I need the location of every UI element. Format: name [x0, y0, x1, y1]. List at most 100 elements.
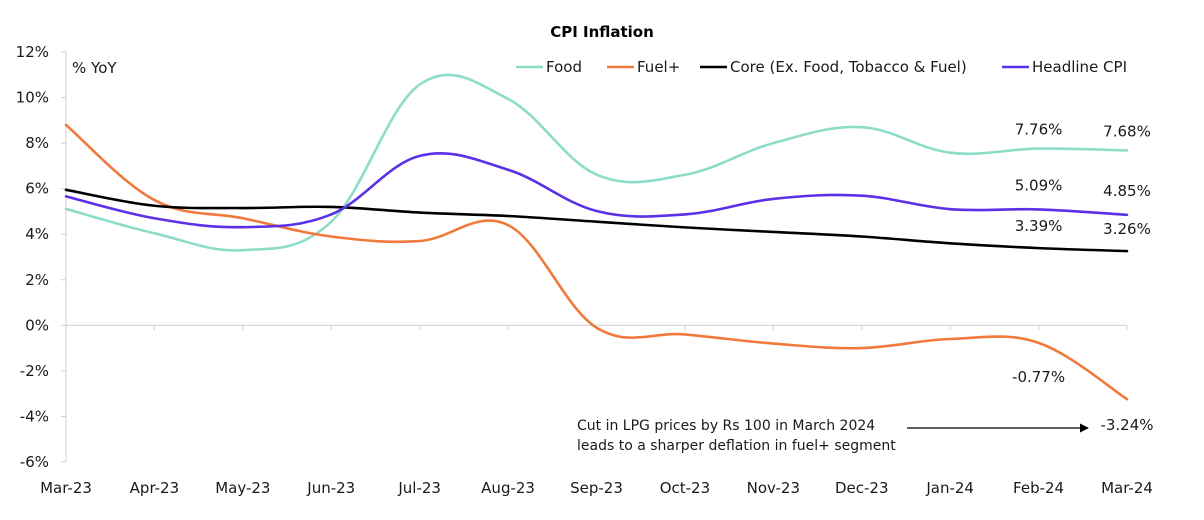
- legend-label-food: Food: [546, 58, 582, 76]
- x-tick-label: Mar-24: [1101, 479, 1153, 497]
- data-point-core-ex-food-tobacco-fuel: [950, 243, 951, 244]
- y-tick-label: 0%: [25, 316, 49, 334]
- data-point-fuel: [596, 327, 597, 328]
- data-label: 7.76%: [1015, 121, 1063, 139]
- data-label: -3.24%: [1100, 416, 1153, 434]
- data-point-core-ex-food-tobacco-fuel: [1127, 251, 1128, 252]
- data-point-food: [950, 152, 951, 153]
- data-point-core-ex-food-tobacco-fuel: [331, 206, 332, 207]
- annotation-line-2: leads to a sharper deflation in fuel+ se…: [577, 438, 896, 454]
- y-unit-label: % YoY: [72, 59, 117, 77]
- x-tick-label: Sep-23: [570, 479, 623, 497]
- chart-title: CPI Inflation: [550, 23, 654, 41]
- data-point-headline-cpi: [508, 169, 509, 170]
- data-point-fuel: [154, 200, 155, 201]
- y-tick-label: 2%: [25, 271, 49, 289]
- x-axis: Mar-23 Apr-23 May-23 Jun-23 Jul-23 Aug-23 Sep-…: [40, 324, 1153, 497]
- data-point-food: [66, 208, 67, 209]
- data-point-core-ex-food-tobacco-fuel: [684, 227, 685, 228]
- data-point-headline-cpi: [1038, 209, 1039, 210]
- data-point-headline-cpi: [861, 195, 862, 196]
- legend-label-core-ex-food-tobacco-fuel: Core (Ex. Food, Tobacco & Fuel): [730, 58, 967, 76]
- y-tick-label: 12%: [16, 43, 49, 61]
- x-tick-label: Jan-24: [925, 479, 974, 497]
- data-point-food: [154, 233, 155, 234]
- data-point-headline-cpi: [419, 155, 420, 156]
- data-point-fuel: [331, 236, 332, 237]
- data-point-food: [773, 143, 774, 144]
- data-point-headline-cpi: [154, 218, 155, 219]
- legend: Food Fuel+ Core (Ex. Food, Tobacco & Fuel)…: [516, 58, 1127, 76]
- data-point-headline-cpi: [950, 209, 951, 210]
- data-point-headline-cpi: [66, 196, 67, 197]
- x-tick-label: Aug-23: [481, 479, 535, 497]
- data-point-headline-cpi: [1127, 214, 1128, 215]
- x-tick-label: Dec-23: [835, 479, 889, 497]
- data-point-fuel: [508, 225, 509, 226]
- data-point-fuel: [419, 241, 420, 242]
- data-point-food: [508, 98, 509, 99]
- data-point-core-ex-food-tobacco-fuel: [66, 189, 67, 190]
- series-line-headline-cpi: [64, 151, 1129, 229]
- annotation-line-1: Cut in LPG prices by Rs 100 in March 202…: [577, 418, 875, 434]
- data-point-fuel: [242, 218, 243, 219]
- data-point-headline-cpi: [331, 214, 332, 215]
- y-tick-label: 8%: [25, 134, 49, 152]
- y-tick-label: -6%: [20, 453, 49, 471]
- data-point-fuel: [950, 339, 951, 340]
- data-point-core-ex-food-tobacco-fuel: [773, 231, 774, 232]
- data-point-fuel: [1038, 342, 1039, 343]
- data-point-core-ex-food-tobacco-fuel: [242, 208, 243, 209]
- data-point-core-ex-food-tobacco-fuel: [861, 236, 862, 237]
- data-point-food: [861, 127, 862, 128]
- x-tick-label: Apr-23: [130, 479, 180, 497]
- data-point-fuel: [861, 348, 862, 349]
- series-line-food: [64, 73, 1129, 252]
- data-point-core-ex-food-tobacco-fuel: [508, 216, 509, 217]
- data-point-fuel: [66, 124, 67, 125]
- data-point-food: [242, 250, 243, 251]
- data-point-headline-cpi: [773, 198, 774, 199]
- annotation: Cut in LPG prices by Rs 100 in March 202…: [577, 418, 1089, 454]
- data-point-core-ex-food-tobacco-fuel: [419, 212, 420, 213]
- series-line-fuel: [64, 123, 1129, 401]
- x-tick-label: Jun-23: [306, 479, 355, 497]
- data-point-core-ex-food-tobacco-fuel: [596, 221, 597, 222]
- data-point-headline-cpi: [242, 227, 243, 228]
- legend-label-fuel: Fuel+: [637, 58, 680, 76]
- x-tick-label: Nov-23: [747, 479, 800, 497]
- data-point-food: [684, 174, 685, 175]
- data-point-food: [419, 84, 420, 85]
- data-label: -0.77%: [1012, 368, 1065, 386]
- x-tick-label: Oct-23: [660, 479, 710, 497]
- x-tick-label: Mar-23: [40, 479, 92, 497]
- data-point-headline-cpi: [596, 210, 597, 211]
- data-point-core-ex-food-tobacco-fuel: [1038, 248, 1039, 249]
- data-label: 4.85%: [1103, 182, 1151, 200]
- x-tick-label: May-23: [215, 479, 270, 497]
- series-lines: [64, 73, 1129, 401]
- y-tick-label: 10%: [16, 89, 49, 107]
- data-point-food: [596, 174, 597, 175]
- y-tick-label: -4%: [20, 407, 49, 425]
- data-point-fuel: [684, 334, 685, 335]
- data-point-fuel: [773, 343, 774, 344]
- y-axis: 12% 10% 8% 6% 4% 2% 0% -2% -4% -6%: [16, 43, 67, 471]
- x-tick-label: Feb-24: [1013, 479, 1064, 497]
- data-label: 3.39%: [1015, 217, 1063, 235]
- legend-label-headline-cpi: Headline CPI: [1032, 58, 1127, 76]
- data-point-food: [1127, 150, 1128, 151]
- data-point-headline-cpi: [684, 214, 685, 215]
- data-point-core-ex-food-tobacco-fuel: [154, 205, 155, 206]
- data-labels: 7.76% 7.68% 5.09% 4.85% 3.39% 3.26% -0.77% -3.2…: [1012, 121, 1153, 435]
- data-label: 7.68%: [1103, 122, 1151, 140]
- x-tick-label: Jul-23: [397, 479, 441, 497]
- data-label: 3.26%: [1103, 220, 1151, 238]
- data-point-food: [1038, 148, 1039, 149]
- data-point-fuel: [1127, 399, 1128, 400]
- data-point-food: [331, 221, 332, 222]
- y-tick-label: -2%: [20, 362, 49, 380]
- y-tick-label: 6%: [25, 180, 49, 198]
